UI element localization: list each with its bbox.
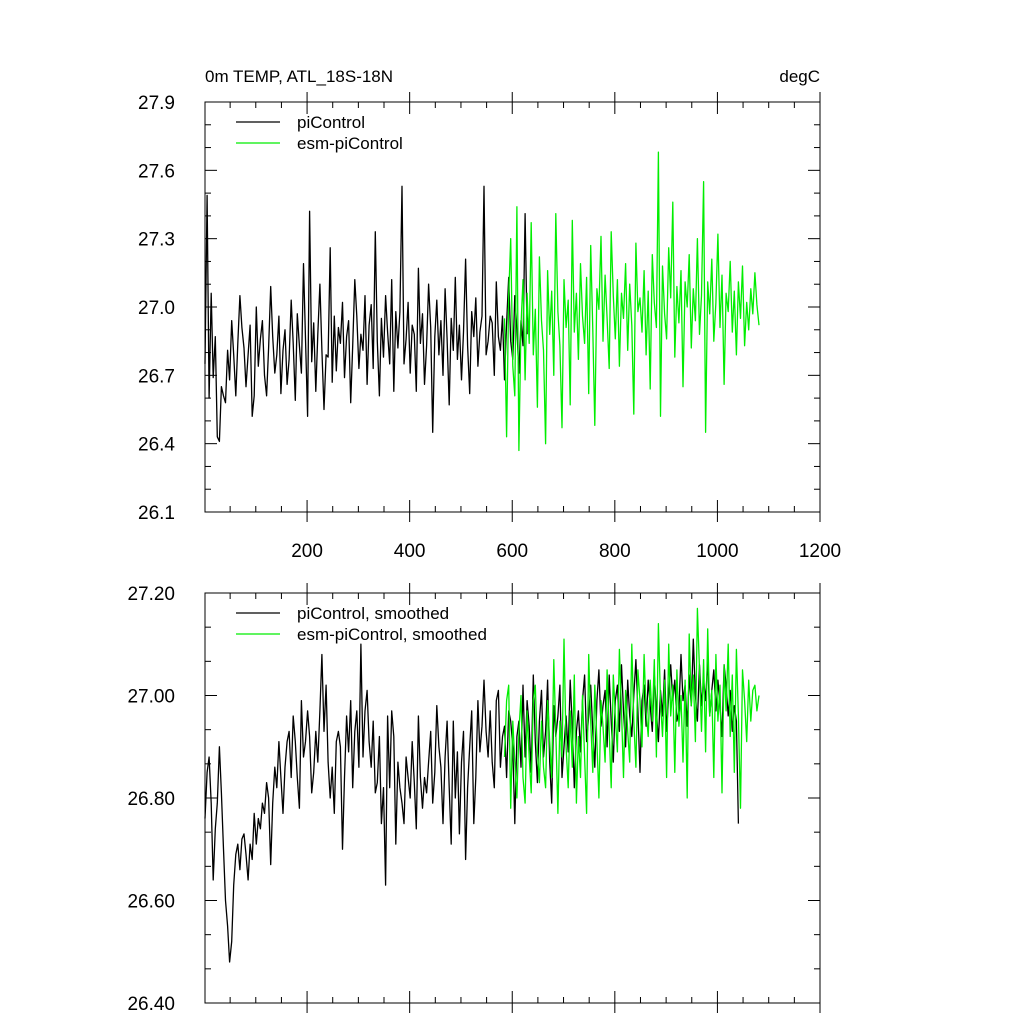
y-tick-label: 26.4 — [138, 435, 175, 456]
series-line-picontrol — [204, 185, 528, 443]
y-tick-label: 27.00 — [127, 687, 175, 708]
panel-top-ticks: 26.1 26.4 26.7 27.0 27.3 27.6 27.9 200 400 600 800… — [138, 92, 841, 562]
panel-bottom: 26.40 26.60 26.80 27.00 27.20 piControl, smo… — [127, 583, 821, 1015]
panel-top-frame — [204, 101, 821, 513]
y-tick-label: 27.0 — [138, 298, 175, 319]
y-tick-label: 26.60 — [127, 892, 175, 913]
y-tick-label: 26.7 — [138, 366, 175, 387]
panel-bottom-ticks: 26.40 26.60 26.80 27.00 27.20 — [127, 583, 821, 1015]
x-tick-label: 800 — [599, 541, 631, 562]
series-line-picontrol-smoothed — [204, 638, 740, 963]
panel-top-legend: piControl esm-piControl — [236, 113, 403, 153]
x-tick-label: 1000 — [696, 541, 738, 562]
y-tick-label: 27.6 — [138, 161, 175, 182]
legend-label-picontrol-smoothed: piControl, smoothed — [297, 604, 449, 623]
panel-top: 0m TEMP, ATL_18S-18N degC 26.1 26.4 26.7 27… — [138, 67, 841, 562]
y-tick-label: 27.20 — [127, 584, 175, 605]
y-tick-label: 26.40 — [127, 994, 175, 1015]
panel-top-units: degC — [779, 67, 820, 86]
panel-bottom-legend: piControl, smoothed esm-piControl, smoot… — [236, 604, 487, 644]
legend-label-esm-picontrol: esm-piControl — [297, 134, 403, 153]
x-tick-label: 1200 — [799, 541, 841, 562]
x-tick-label: 200 — [291, 541, 323, 562]
y-tick-label: 26.80 — [127, 789, 175, 810]
series-line-esm-picontrol-smoothed — [503, 607, 760, 815]
legend-label-esm-picontrol-smoothed: esm-piControl, smoothed — [297, 625, 487, 644]
x-tick-label: 400 — [394, 541, 426, 562]
panel-top-title: 0m TEMP, ATL_18S-18N — [205, 67, 393, 86]
x-tick-label: 600 — [496, 541, 528, 562]
panel-top-series — [204, 151, 760, 452]
panel-bottom-frame — [204, 592, 821, 1004]
y-tick-label: 26.1 — [138, 503, 175, 524]
y-tick-label: 27.3 — [138, 230, 175, 251]
y-tick-label: 27.9 — [138, 93, 175, 114]
panel-bottom-series — [204, 607, 760, 963]
legend-label-picontrol: piControl — [297, 113, 365, 132]
series-line-esm-picontrol — [503, 151, 760, 452]
